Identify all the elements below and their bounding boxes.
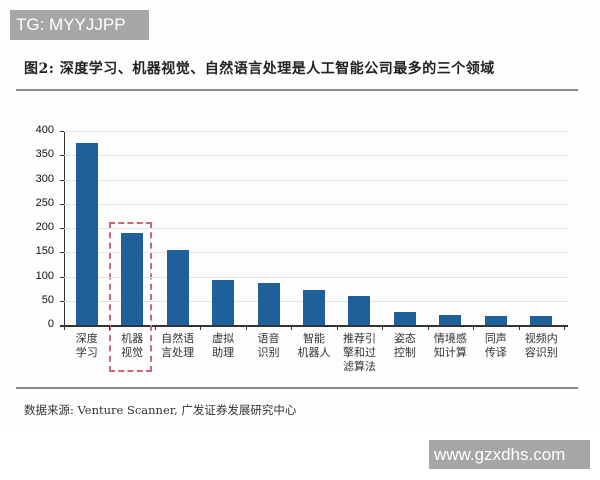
x-category-label: 视频内 容识别 [519, 332, 563, 360]
y-tick-label: 50 [41, 293, 54, 306]
x-label-line: 滤算法 [342, 360, 376, 373]
x-category-label: 自然语 言处理 [156, 332, 200, 360]
x-category-label: 推荐引 擎和过 滤算法 [337, 332, 381, 374]
y-tick-mark [60, 131, 64, 132]
x-tick-mark [518, 325, 520, 330]
gridline [64, 179, 568, 181]
bar-chart: 0 50 100 150 200 250 300 350 400 深度 学习 机器 视觉 自然语 言处理 虚拟… [35, 124, 568, 374]
gridline [64, 203, 568, 205]
bar-7 [348, 295, 371, 325]
bar-4 [212, 279, 235, 325]
x-axis [60, 325, 568, 327]
y-tick-mark [60, 300, 64, 302]
x-label-line: 视觉 [121, 346, 144, 359]
x-label-line: 识别 [257, 346, 280, 359]
x-tick-mark [154, 325, 156, 330]
x-label-line: 推荐引 [342, 332, 376, 345]
x-label-line: 传译 [484, 346, 507, 359]
x-label-line: 深度 [75, 332, 98, 345]
x-label-line: 自然语 [161, 332, 195, 345]
figure-panel [0, 0, 600, 432]
x-label-line: 同声 [484, 332, 507, 345]
gridline [64, 276, 568, 278]
figure-title: 图2: 深度学习、机器视觉、自然语言处理是人工智能公司最多的三个领域 [24, 61, 495, 77]
x-label-line: 情境感 [433, 332, 467, 345]
x-label-line: 学习 [75, 346, 98, 359]
x-category-label: 虚拟 助理 [201, 332, 245, 360]
y-tick-label: 300 [35, 172, 54, 185]
x-tick-mark [427, 325, 429, 330]
x-label-line: 机器人 [297, 346, 331, 359]
y-tick-mark [60, 276, 64, 278]
y-tick-mark [60, 203, 64, 205]
bar-1 [75, 143, 98, 325]
bar-9 [439, 315, 462, 325]
y-tick-label: 400 [35, 124, 54, 136]
x-label-line: 虚拟 [212, 332, 235, 345]
x-category-label: 情境感 知计算 [428, 332, 472, 360]
bar-8 [393, 311, 416, 325]
data-source-note: 数据来源: Venture Scanner, 广发证券发展研究中心 [24, 403, 297, 417]
y-tick-label: 150 [35, 245, 54, 258]
bottom-rule [16, 387, 578, 389]
x-tick-mark [109, 325, 111, 330]
x-tick-mark [64, 325, 65, 330]
gridline [64, 252, 568, 254]
x-label-line: 知计算 [433, 346, 467, 359]
x-category-label: 深度 学习 [65, 332, 109, 360]
y-tick-mark [60, 252, 64, 254]
x-label-line: 控制 [393, 346, 416, 359]
x-category-label: 同声 传译 [474, 332, 518, 360]
x-label-line: 擎和过 [342, 346, 376, 359]
x-tick-mark [564, 325, 565, 330]
bar-5 [257, 282, 280, 325]
y-tick-label: 100 [35, 269, 54, 282]
x-label-line: 视频内 [524, 332, 558, 345]
x-label-line: 言处理 [161, 346, 195, 359]
x-label-line: 机器 [121, 332, 144, 345]
x-label-line: 姿态 [393, 332, 416, 345]
x-tick-mark [382, 325, 384, 330]
x-tick-mark [200, 325, 202, 330]
y-tick-mark [60, 155, 64, 157]
x-label-line: 容识别 [524, 346, 558, 359]
bar-6 [303, 290, 325, 325]
y-tick-label: 250 [35, 196, 54, 209]
y-tick-label: 350 [35, 148, 54, 161]
gridline [64, 155, 568, 157]
y-tick-label: 200 [35, 221, 54, 233]
x-category-label: 机器 视觉 [110, 332, 154, 360]
y-tick-mark [60, 179, 64, 181]
x-label-line: 助理 [212, 346, 235, 359]
x-category-label: 姿态 控制 [383, 332, 427, 360]
x-category-label: 语音 识别 [247, 332, 291, 360]
watermark-bottom: www.gzxdhs.com [429, 440, 590, 469]
bar-3 [166, 249, 189, 325]
highlight-dashed-box [109, 222, 152, 372]
x-category-label: 智能 机器人 [292, 332, 336, 360]
x-tick-mark [245, 325, 247, 330]
top-rule [16, 89, 578, 91]
x-tick-mark [336, 325, 338, 330]
gridline [64, 131, 568, 132]
x-tick-mark [291, 325, 293, 330]
bar-2 [121, 232, 144, 325]
watermark-top: TG: MYYJJPP [10, 10, 149, 40]
y-tick-mark [60, 325, 64, 326]
bar-10 [484, 316, 507, 325]
x-label-line: 语音 [257, 332, 280, 345]
x-label-line: 智能 [303, 332, 325, 345]
y-tick-label: 0 [47, 318, 54, 330]
bar-11 [530, 316, 553, 325]
gridline [64, 228, 568, 229]
x-tick-mark [473, 325, 475, 330]
y-tick-mark [60, 228, 64, 229]
